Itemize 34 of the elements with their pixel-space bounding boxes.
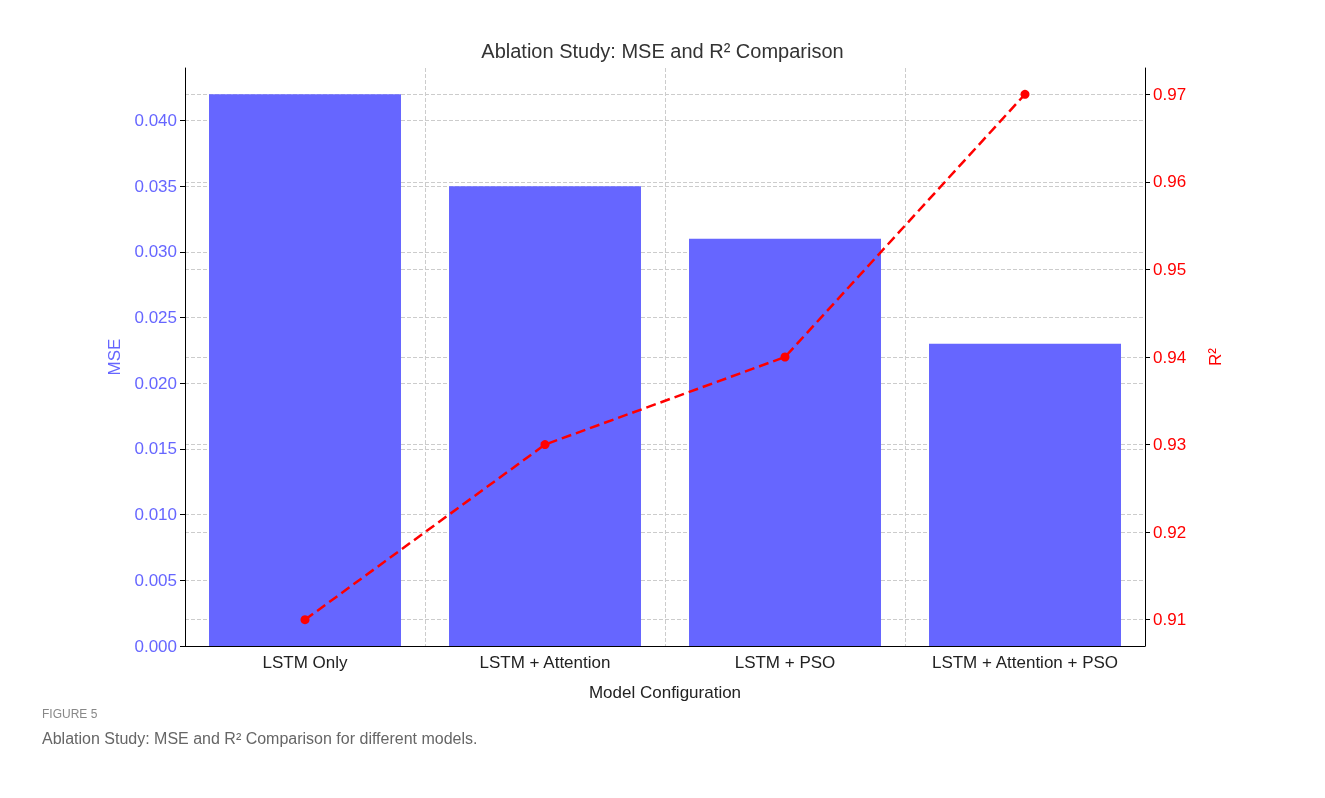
- caption: FIGURE 5: [42, 707, 98, 721]
- y-tick-label: 0.030: [134, 242, 177, 262]
- y2-tick-label: 0.95: [1153, 259, 1187, 279]
- text: Ablation Study: MSE and R² Comparison for different models.: [42, 729, 478, 747]
- y2-tick-label: 0.92: [1153, 522, 1187, 542]
- x-axis-title: Model Configuration: [588, 683, 742, 702]
- y-tick-label: 0.000: [134, 636, 177, 656]
- point: [300, 615, 310, 625]
- y2-tick-label: 0.91: [1153, 610, 1187, 630]
- y2-axis-title: R²: [1206, 347, 1225, 366]
- y-tick-label: 0.020: [134, 373, 177, 393]
- x-tick-label: LSTM + PSO: [734, 653, 836, 672]
- bar: [689, 238, 881, 646]
- y-tick-label: 0.040: [134, 111, 177, 131]
- y-axis-title: MSE: [105, 338, 124, 376]
- x-tick-label: LSTM Only: [262, 653, 348, 672]
- x-tick-label: LSTM + Attention + PSO: [931, 653, 1119, 672]
- point: [1020, 89, 1030, 99]
- bar: [449, 186, 641, 646]
- bar: [929, 343, 1121, 646]
- point: [780, 352, 790, 362]
- x-tick-label: LSTM + Attention: [479, 653, 611, 672]
- y2-tick-label: 0.96: [1153, 172, 1187, 192]
- y-tick-label: 0.010: [134, 505, 177, 525]
- y-tick-label: 0.015: [134, 439, 177, 459]
- bar: [209, 94, 401, 646]
- y2-tick-label: 0.97: [1153, 84, 1187, 104]
- chart-title: Ablation Study: MSE and R² Comparison: [481, 40, 844, 62]
- point: [540, 440, 550, 450]
- y2-tick-label: 0.94: [1153, 347, 1187, 367]
- y2-tick-label: 0.93: [1153, 435, 1187, 455]
- y-tick-label: 0.005: [134, 570, 177, 590]
- y-tick-label: 0.025: [134, 308, 177, 328]
- y-tick-label: 0.035: [134, 176, 177, 196]
